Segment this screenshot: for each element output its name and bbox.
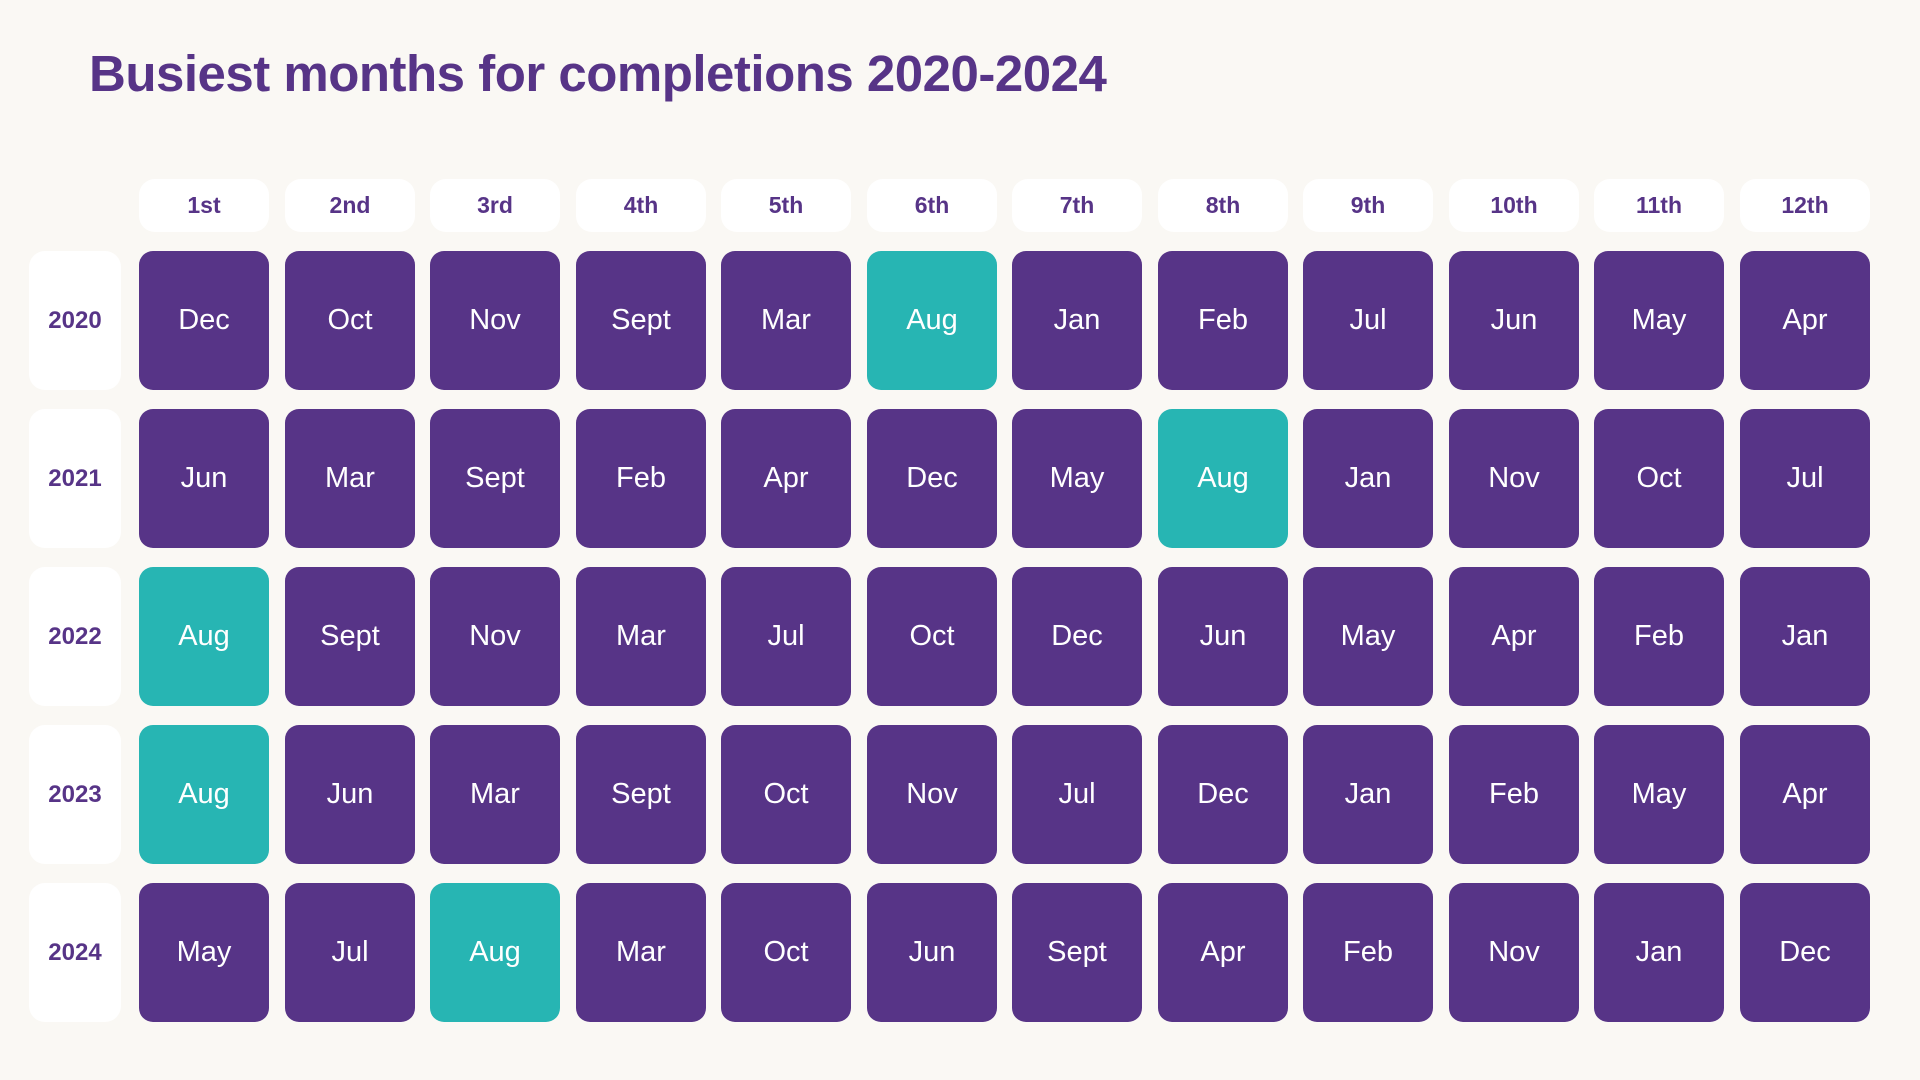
rank-header-11: 11th (1594, 179, 1724, 232)
month-cell-2024-rank-2: Jul (285, 883, 415, 1022)
month-cell-2024-rank-5: Oct (721, 883, 851, 1022)
month-cell-2024-rank-1: May (139, 883, 269, 1022)
month-cell-2021-rank-8: Aug (1158, 409, 1288, 548)
month-cell-2020-rank-10: Jun (1449, 251, 1579, 390)
rank-header-4: 4th (576, 179, 706, 232)
rank-header-10: 10th (1449, 179, 1579, 232)
month-cell-2022-rank-1: Aug (139, 567, 269, 706)
month-cell-2023-rank-3: Mar (430, 725, 560, 864)
rank-header-2: 2nd (285, 179, 415, 232)
year-label-2023: 2023 (29, 725, 121, 864)
month-cell-2022-rank-11: Feb (1594, 567, 1724, 706)
month-cell-2023-rank-2: Jun (285, 725, 415, 864)
month-cell-2020-rank-12: Apr (1740, 251, 1870, 390)
month-cell-2024-rank-11: Jan (1594, 883, 1724, 1022)
month-cell-2023-rank-1: Aug (139, 725, 269, 864)
month-cell-2022-rank-8: Jun (1158, 567, 1288, 706)
month-cell-2022-rank-9: May (1303, 567, 1433, 706)
rank-header-6: 6th (867, 179, 997, 232)
month-cell-2020-rank-6: Aug (867, 251, 997, 390)
month-cell-2020-rank-5: Mar (721, 251, 851, 390)
month-cell-2023-rank-6: Nov (867, 725, 997, 864)
month-cell-2021-rank-12: Jul (1740, 409, 1870, 548)
month-cell-2021-rank-10: Nov (1449, 409, 1579, 548)
month-cell-2020-rank-1: Dec (139, 251, 269, 390)
month-cell-2023-rank-4: Sept (576, 725, 706, 864)
rank-header-7: 7th (1012, 179, 1142, 232)
month-cell-2023-rank-11: May (1594, 725, 1724, 864)
month-cell-2023-rank-8: Dec (1158, 725, 1288, 864)
rank-header-1: 1st (139, 179, 269, 232)
rank-header-9: 9th (1303, 179, 1433, 232)
month-cell-2023-rank-7: Jul (1012, 725, 1142, 864)
year-label-2024: 2024 (29, 883, 121, 1022)
month-cell-2024-rank-8: Apr (1158, 883, 1288, 1022)
month-cell-2024-rank-12: Dec (1740, 883, 1870, 1022)
month-cell-2024-rank-6: Jun (867, 883, 997, 1022)
month-cell-2021-rank-1: Jun (139, 409, 269, 548)
month-cell-2022-rank-4: Mar (576, 567, 706, 706)
year-label-2020: 2020 (29, 251, 121, 390)
year-label-2022: 2022 (29, 567, 121, 706)
month-cell-2024-rank-3: Aug (430, 883, 560, 1022)
month-cell-2020-rank-2: Oct (285, 251, 415, 390)
month-cell-2023-rank-12: Apr (1740, 725, 1870, 864)
month-cell-2022-rank-6: Oct (867, 567, 997, 706)
month-cell-2024-rank-4: Mar (576, 883, 706, 1022)
month-cell-2021-rank-11: Oct (1594, 409, 1724, 548)
month-cell-2021-rank-5: Apr (721, 409, 851, 548)
month-cell-2020-rank-11: May (1594, 251, 1724, 390)
month-cell-2020-rank-7: Jan (1012, 251, 1142, 390)
month-cell-2024-rank-7: Sept (1012, 883, 1142, 1022)
month-cell-2020-rank-3: Nov (430, 251, 560, 390)
month-cell-2022-rank-5: Jul (721, 567, 851, 706)
month-cell-2021-rank-6: Dec (867, 409, 997, 548)
month-cell-2021-rank-9: Jan (1303, 409, 1433, 548)
month-cell-2020-rank-4: Sept (576, 251, 706, 390)
month-cell-2023-rank-10: Feb (1449, 725, 1579, 864)
month-cell-2021-rank-4: Feb (576, 409, 706, 548)
month-cell-2022-rank-7: Dec (1012, 567, 1142, 706)
month-cell-2022-rank-3: Nov (430, 567, 560, 706)
month-cell-2021-rank-7: May (1012, 409, 1142, 548)
month-cell-2023-rank-9: Jan (1303, 725, 1433, 864)
month-cell-2023-rank-5: Oct (721, 725, 851, 864)
rank-header-3: 3rd (430, 179, 560, 232)
rank-header-5: 5th (721, 179, 851, 232)
month-cell-2022-rank-10: Apr (1449, 567, 1579, 706)
month-cell-2021-rank-3: Sept (430, 409, 560, 548)
month-cell-2020-rank-8: Feb (1158, 251, 1288, 390)
year-label-2021: 2021 (29, 409, 121, 548)
month-cell-2024-rank-10: Nov (1449, 883, 1579, 1022)
rank-header-12: 12th (1740, 179, 1870, 232)
month-cell-2022-rank-12: Jan (1740, 567, 1870, 706)
month-cell-2024-rank-9: Feb (1303, 883, 1433, 1022)
month-cell-2021-rank-2: Mar (285, 409, 415, 548)
rank-header-8: 8th (1158, 179, 1288, 232)
chart-title: Busiest months for completions 2020-2024 (89, 45, 1107, 102)
month-cell-2022-rank-2: Sept (285, 567, 415, 706)
month-cell-2020-rank-9: Jul (1303, 251, 1433, 390)
